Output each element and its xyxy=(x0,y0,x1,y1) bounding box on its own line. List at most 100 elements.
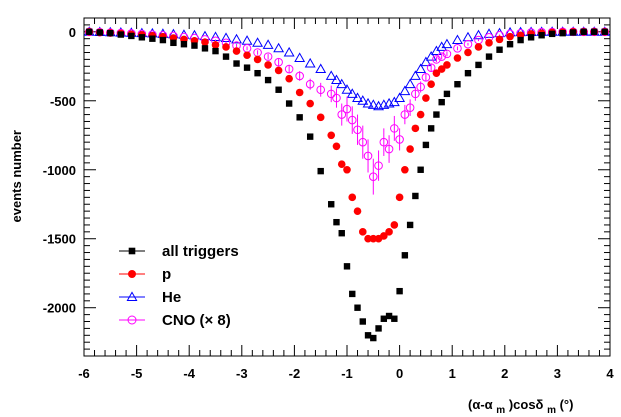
data-point xyxy=(464,48,472,57)
x-axis-title-sub-2: m xyxy=(547,405,556,416)
x-tick-label: -6 xyxy=(78,366,90,381)
data-point xyxy=(432,69,441,77)
data-point xyxy=(473,29,484,40)
data-point xyxy=(201,45,209,52)
data-point xyxy=(474,43,483,51)
data-point xyxy=(453,54,462,62)
data-point xyxy=(348,193,357,202)
data-point xyxy=(264,61,272,69)
data-point xyxy=(416,110,425,119)
data-point xyxy=(427,80,435,89)
data-point xyxy=(404,78,416,89)
data-point xyxy=(370,334,377,342)
data-point xyxy=(254,69,261,77)
data-point xyxy=(421,73,431,82)
y-tick-label: 0 xyxy=(69,25,76,40)
data-point xyxy=(433,111,440,118)
legend-marker xyxy=(126,291,138,301)
data-point xyxy=(86,28,93,35)
data-point xyxy=(422,94,430,102)
data-point xyxy=(332,142,341,151)
y-tick-label: -500 xyxy=(50,94,76,109)
data-point xyxy=(375,325,382,332)
data-point xyxy=(328,201,335,208)
series-0 xyxy=(86,28,608,342)
legend-label: all triggers xyxy=(162,243,239,260)
data-point xyxy=(252,37,264,47)
data-point xyxy=(559,29,566,37)
data-point xyxy=(601,28,608,35)
data-point xyxy=(304,57,316,68)
data-point xyxy=(463,39,473,49)
data-point xyxy=(284,64,294,74)
data-point xyxy=(380,315,388,322)
x-tick-label: 3 xyxy=(554,366,561,381)
data-point xyxy=(395,135,404,144)
series-layer xyxy=(84,26,610,342)
data-point xyxy=(415,63,427,73)
data-point xyxy=(420,56,432,67)
x-tick-label: 0 xyxy=(396,366,403,381)
x-tick-label: -1 xyxy=(341,366,353,381)
data-point xyxy=(569,29,577,36)
x-axis-title-part-1: (α-α xyxy=(468,397,493,412)
data-point xyxy=(391,315,398,322)
data-point xyxy=(451,34,463,45)
data-point xyxy=(401,252,409,259)
data-point xyxy=(442,49,452,59)
data-point xyxy=(180,41,188,48)
data-point xyxy=(359,318,366,325)
data-point xyxy=(406,221,414,229)
data-point xyxy=(211,41,220,49)
data-point xyxy=(409,70,421,80)
data-point xyxy=(325,70,337,80)
data-point xyxy=(426,63,436,72)
x-tick-label: -3 xyxy=(236,366,248,381)
data-point xyxy=(432,55,441,64)
y-tick-label: -1000 xyxy=(43,163,76,178)
data-point xyxy=(358,137,368,147)
data-point xyxy=(191,42,198,49)
x-axis-ticks xyxy=(83,18,611,356)
data-point xyxy=(306,133,314,140)
data-point xyxy=(243,51,251,60)
data-point xyxy=(527,34,535,41)
data-point xyxy=(337,110,347,119)
data-point xyxy=(353,207,362,215)
legend-label: p xyxy=(162,266,171,283)
data-point xyxy=(441,38,453,49)
data-point xyxy=(233,60,240,67)
data-point xyxy=(379,137,389,147)
data-point xyxy=(394,92,406,102)
data-point xyxy=(390,221,399,229)
data-point xyxy=(495,35,504,44)
data-point xyxy=(274,66,283,75)
data-point xyxy=(243,64,251,71)
data-point xyxy=(411,89,420,99)
data-point xyxy=(427,125,435,132)
y-axis-title: events number xyxy=(9,130,24,222)
data-point xyxy=(399,85,411,96)
data-point xyxy=(316,113,325,122)
y-axis-ticks xyxy=(84,17,610,350)
data-point xyxy=(390,124,399,133)
data-point xyxy=(454,81,461,88)
data-point xyxy=(336,78,348,89)
data-point xyxy=(295,88,304,97)
data-point xyxy=(363,151,373,161)
data-point xyxy=(425,51,437,61)
data-point xyxy=(212,47,219,55)
y-axis-tick-labels: -2000 -1500 -1000 -500 0 xyxy=(43,25,76,316)
data-point xyxy=(296,114,303,121)
x-tick-label: -2 xyxy=(289,366,301,381)
data-point xyxy=(349,290,356,298)
data-point xyxy=(417,166,424,173)
data-point xyxy=(380,232,388,240)
data-point xyxy=(357,95,369,105)
data-point xyxy=(517,36,524,44)
data-point xyxy=(231,33,243,44)
x-axis-title-part-3: (°) xyxy=(560,397,574,412)
y-tick-label: -2000 xyxy=(43,301,76,316)
data-point xyxy=(253,55,262,64)
data-point xyxy=(400,110,410,119)
